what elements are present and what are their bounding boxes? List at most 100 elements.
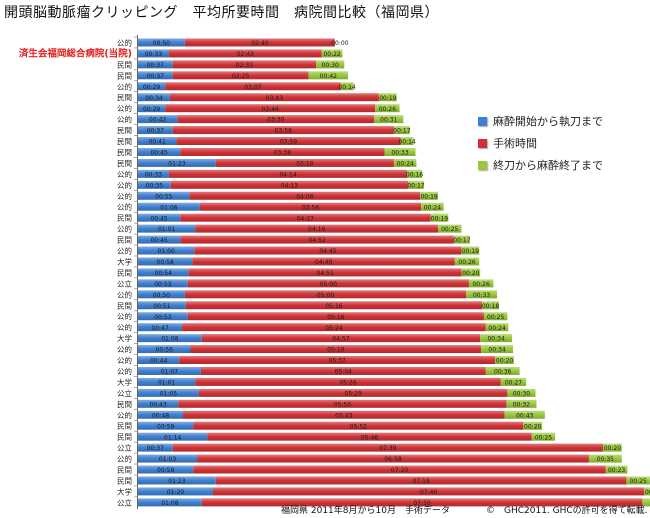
bar-seg-anesthesia-to-incision	[138, 202, 200, 211]
bar-seg-anesthesia-to-incision	[138, 71, 173, 80]
data-label-seg-anesthesia-to-incision: 01:00	[157, 248, 174, 255]
bar-seg-closure-to-end	[461, 268, 481, 277]
category-label: 公立	[117, 388, 132, 398]
category-label: 民間	[117, 400, 132, 409]
data-label-seg-closure-to-end: 00:34	[488, 347, 505, 354]
data-label-seg-surgery-time: 05:29	[345, 390, 362, 397]
bar-seg-closure-to-end	[454, 257, 480, 266]
data-label-seg-surgery-time: 05:24	[325, 325, 342, 332]
data-label-seg-anesthesia-to-incision: 00:37	[147, 73, 164, 80]
data-label-seg-closure-to-end: 00:23	[608, 467, 625, 474]
bar-seg-surgery-time	[215, 158, 394, 167]
bar-seg-closure-to-end	[531, 432, 556, 441]
data-label-seg-surgery-time: 05:16	[327, 314, 344, 321]
bar-seg-surgery-time	[201, 498, 643, 507]
category-label: 公的	[117, 246, 132, 256]
data-label-seg-anesthesia-to-incision: 01:23	[168, 161, 185, 168]
legend-item-closure-to-end: 終刀から麻酔終了まで	[478, 154, 603, 176]
category-label: 民間	[117, 433, 132, 442]
data-label-seg-anesthesia-to-incision: 01:06	[160, 204, 177, 211]
bar-seg-anesthesia-to-incision	[138, 38, 185, 47]
data-label-seg-closure-to-end: 00:33	[473, 292, 490, 299]
bar-seg-closure-to-end	[504, 410, 545, 419]
data-label-seg-surgery-time: 04:14	[279, 171, 296, 178]
data-label-seg-anesthesia-to-incision: 00:58	[157, 259, 174, 266]
data-label-seg-surgery-time: 05:52	[350, 423, 367, 430]
bar-seg-closure-to-end	[485, 323, 509, 332]
category-label: 公的	[117, 37, 132, 47]
bar-seg-closure-to-end	[603, 443, 622, 452]
bar-seg-closure-to-end	[500, 377, 527, 386]
data-label-seg-surgery-time: 03:38	[274, 150, 291, 157]
data-label-seg-surgery-time: 03:44	[262, 106, 279, 113]
bar-seg-closure-to-end	[393, 158, 417, 167]
category-label: 公的	[117, 180, 132, 190]
bar-seg-closure-to-end	[374, 115, 404, 124]
bar-seg-closure-to-end	[375, 104, 400, 113]
category-label: 民間	[117, 236, 132, 245]
data-label-seg-surgery-time: 02:43	[237, 51, 254, 58]
data-label-seg-surgery-time: 04:19	[308, 226, 325, 233]
data-label-seg-anesthesia-to-incision: 01:07	[161, 369, 178, 376]
legend-swatch-green	[478, 160, 487, 170]
data-label-seg-anesthesia-to-incision: 00:56	[156, 347, 173, 354]
bars-layer	[134, 35, 650, 509]
bar-seg-closure-to-end	[481, 345, 513, 354]
category-label: 民間	[117, 214, 132, 223]
bar-seg-surgery-time	[184, 38, 335, 47]
data-label-seg-anesthesia-to-incision: 00:45	[150, 150, 167, 157]
bar-seg-anesthesia-to-incision	[138, 49, 169, 58]
data-label-seg-closure-to-end: 00:27	[505, 380, 522, 387]
data-label-seg-anesthesia-to-incision: 00:55	[155, 193, 172, 200]
category-label: 公的	[117, 191, 132, 201]
bar-seg-closure-to-end	[605, 465, 628, 474]
bar-seg-anesthesia-to-incision	[138, 158, 216, 167]
category-label: 大学	[117, 377, 132, 387]
data-label-seg-closure-to-end: 00:20	[462, 270, 479, 277]
data-label-seg-anesthesia-to-incision: 00:33	[145, 51, 162, 58]
data-label-seg-closure-to-end: 00:24	[488, 325, 505, 332]
data-label-seg-anesthesia-to-incision: 00:29	[143, 84, 160, 91]
data-label-seg-surgery-time: 04:06	[296, 193, 313, 200]
data-label-seg-surgery-time: 04:51	[316, 270, 333, 277]
data-label-seg-closure-to-end: 00:19	[462, 248, 479, 255]
bar-seg-anesthesia-to-incision	[138, 487, 213, 496]
bar-seg-anesthesia-to-incision	[138, 421, 194, 430]
bar-seg-surgery-time	[189, 191, 421, 200]
bar-seg-closure-to-end	[506, 399, 537, 408]
data-label-seg-anesthesia-to-incision: 00:34	[145, 95, 162, 102]
data-label-seg-closure-to-end: 00:42	[320, 73, 337, 80]
data-label-seg-closure-to-end: 00:26	[472, 281, 489, 288]
category-label: 公的	[117, 289, 132, 299]
category-label: 公的	[117, 81, 132, 91]
legend-swatch-red	[478, 138, 487, 148]
bar-seg-surgery-time	[195, 224, 438, 233]
category-label: 民間	[117, 93, 132, 102]
category-label: 公的	[117, 344, 132, 354]
category-label: 民間	[117, 422, 132, 431]
data-label-seg-surgery-time: 05:26	[339, 380, 356, 387]
data-label-seg-closure-to-end: 00:25	[487, 314, 504, 321]
data-label-seg-surgery-time: 07:20	[391, 467, 408, 474]
bar-seg-anesthesia-to-incision	[138, 60, 173, 69]
data-label-seg-surgery-time: 04:27	[297, 215, 314, 222]
data-label-seg-closure-to-end: 00:17	[407, 182, 424, 189]
bar-seg-anesthesia-to-incision	[138, 388, 199, 397]
bar-seg-anesthesia-to-incision	[138, 180, 171, 189]
data-label-seg-closure-to-end: 00:25	[441, 226, 458, 233]
bar-seg-anesthesia-to-incision	[138, 93, 170, 102]
bar-seg-anesthesia-to-incision	[138, 279, 188, 288]
data-label-seg-closure-to-end: 00:18	[482, 303, 499, 310]
data-label-seg-surgery-time: 03:56	[302, 204, 319, 211]
bar-seg-anesthesia-to-incision	[138, 268, 189, 277]
bar-seg-closure-to-end	[642, 498, 650, 507]
bar-seg-closure-to-end	[384, 147, 416, 156]
bar-seg-closure-to-end	[308, 71, 348, 80]
bar-seg-anesthesia-to-incision	[138, 410, 183, 419]
bar-seg-closure-to-end	[588, 454, 622, 463]
bar-seg-anesthesia-to-incision	[138, 257, 193, 266]
bar-seg-anesthesia-to-incision	[138, 213, 181, 222]
bar-seg-closure-to-end	[407, 169, 423, 178]
data-label-seg-anesthesia-to-incision: 00:45	[150, 237, 167, 244]
